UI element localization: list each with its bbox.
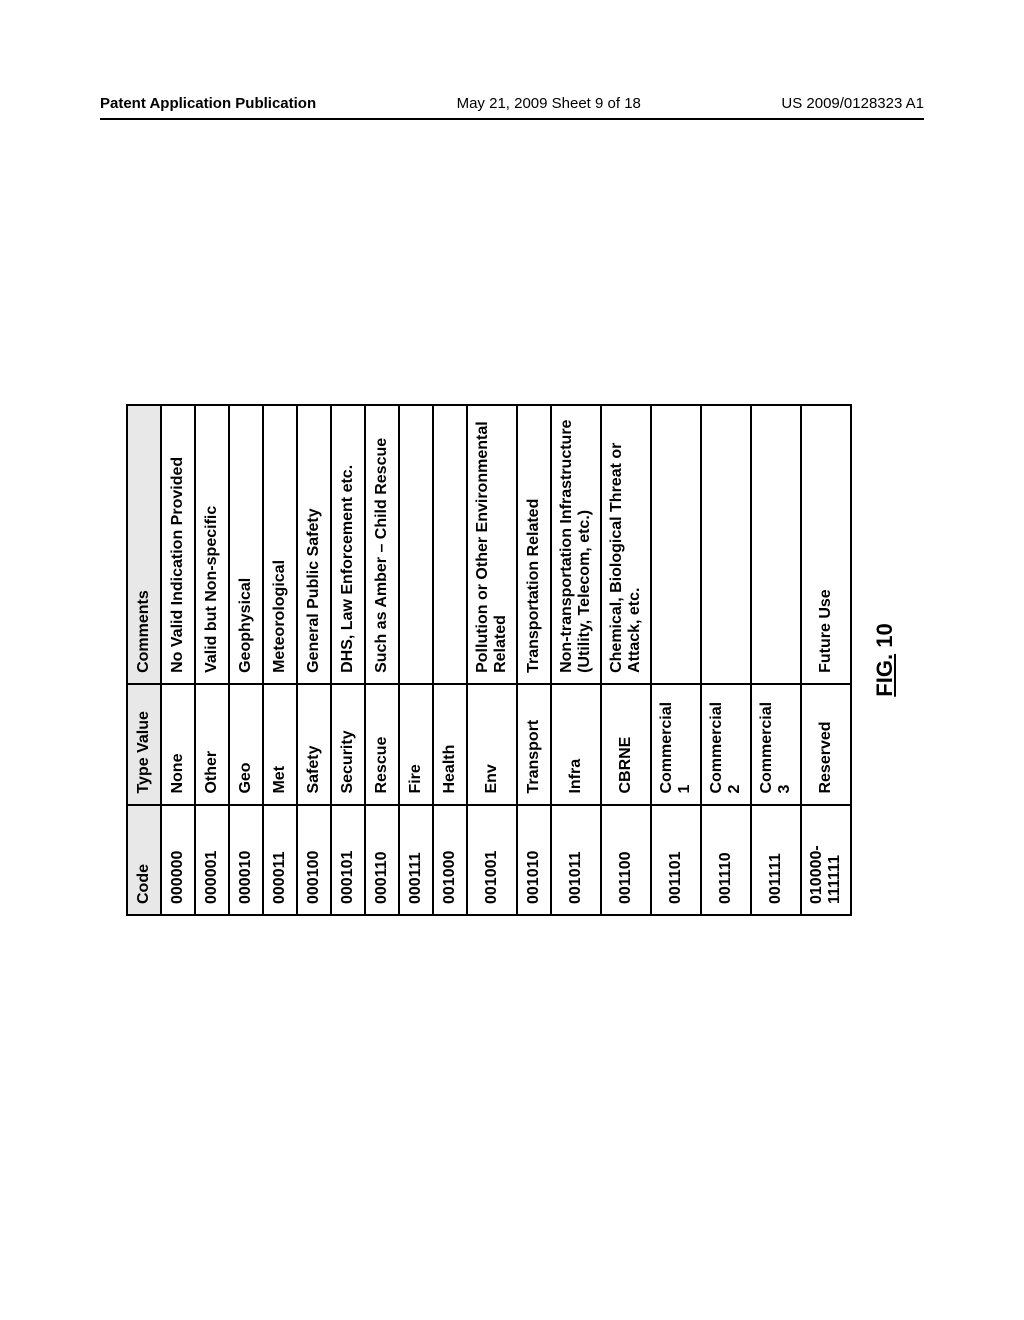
cell-comments: DHS, Law Enforcement etc.: [331, 405, 365, 684]
cell-comments: [399, 405, 433, 684]
cell-type: Infra: [551, 684, 601, 805]
cell-code: 010000-111111: [801, 805, 851, 915]
cell-type: Safety: [297, 684, 331, 805]
cell-type: CBRNE: [601, 684, 651, 805]
col-header-code: Code: [127, 805, 161, 915]
cell-type: None: [161, 684, 195, 805]
cell-code: 001010: [517, 805, 551, 915]
col-header-type: Type Value: [127, 684, 161, 805]
figure-area: Code Type Value Comments 000000NoneNo Va…: [126, 404, 898, 916]
cell-comments: Non-transportation Infrastructure (Utili…: [551, 405, 601, 684]
table-row: 001010TransportTransportation Related: [517, 405, 551, 915]
cell-comments: Valid but Non-specific: [195, 405, 229, 684]
table-row: 000001OtherValid but Non-specific: [195, 405, 229, 915]
cell-type: Commercial 3: [751, 684, 801, 805]
table-row: 001111Commercial 3: [751, 405, 801, 915]
cell-code: 001111: [751, 805, 801, 915]
cell-type: Other: [195, 684, 229, 805]
cell-comments: General Public Safety: [297, 405, 331, 684]
cell-type: Transport: [517, 684, 551, 805]
cell-type: Fire: [399, 684, 433, 805]
table-row: 000110RescueSuch as Amber – Child Rescue: [365, 405, 399, 915]
table-row: 001001EnvPollution or Other Environmenta…: [467, 405, 517, 915]
header-right: US 2009/0128323 A1: [781, 95, 924, 112]
cell-comments: Geophysical: [229, 405, 263, 684]
table-row: 001101Commercial 1: [651, 405, 701, 915]
table-row: 001110Commercial 2: [701, 405, 751, 915]
cell-type: Env: [467, 684, 517, 805]
table-header-row: Code Type Value Comments: [127, 405, 161, 915]
table-row: 010000-111111ReservedFuture Use: [801, 405, 851, 915]
cell-type: Commercial 2: [701, 684, 751, 805]
table-row: 000100SafetyGeneral Public Safety: [297, 405, 331, 915]
cell-code: 000111: [399, 805, 433, 915]
cell-type: Commercial 1: [651, 684, 701, 805]
cell-type: Security: [331, 684, 365, 805]
table-row: 001100CBRNEChemical, Biological Threat o…: [601, 405, 651, 915]
cell-code: 001011: [551, 805, 601, 915]
cell-code: 001001: [467, 805, 517, 915]
cell-comments: [433, 405, 467, 684]
figure-label-prefix: FIG.: [872, 654, 897, 697]
cell-comments: Such as Amber – Child Rescue: [365, 405, 399, 684]
header-left: Patent Application Publication: [100, 95, 316, 112]
cell-code: 001100: [601, 805, 651, 915]
table-row: 000011MetMeteorological: [263, 405, 297, 915]
cell-comments: Meteorological: [263, 405, 297, 684]
cell-type: Rescue: [365, 684, 399, 805]
cell-code: 000011: [263, 805, 297, 915]
cell-type: Reserved: [801, 684, 851, 805]
cell-comments: [651, 405, 701, 684]
table-body: 000000NoneNo Valid Indication Provided 0…: [161, 405, 851, 915]
cell-code: 000000: [161, 805, 195, 915]
cell-type: Met: [263, 684, 297, 805]
cell-type: Geo: [229, 684, 263, 805]
cell-comments: Future Use: [801, 405, 851, 684]
page-header: Patent Application Publication May 21, 2…: [0, 95, 1024, 118]
col-header-comments: Comments: [127, 405, 161, 684]
table-row: 000010GeoGeophysical: [229, 405, 263, 915]
figure-label-number: 10: [872, 623, 897, 647]
cell-code: 001110: [701, 805, 751, 915]
cell-code: 001101: [651, 805, 701, 915]
cell-comments: [701, 405, 751, 684]
cell-code: 000101: [331, 805, 365, 915]
cell-comments: Transportation Related: [517, 405, 551, 684]
figure-label: FIG. 10: [872, 404, 898, 916]
cell-code: 000010: [229, 805, 263, 915]
header-rule: [100, 118, 924, 120]
cell-code: 000100: [297, 805, 331, 915]
table-row: 001000Health: [433, 405, 467, 915]
cell-comments: No Valid Indication Provided: [161, 405, 195, 684]
cell-code: 001000: [433, 805, 467, 915]
cell-comments: Chemical, Biological Threat or Attack, e…: [601, 405, 651, 684]
table-row: 001011InfraNon-transportation Infrastruc…: [551, 405, 601, 915]
cell-code: 000001: [195, 805, 229, 915]
header-mid: May 21, 2009 Sheet 9 of 18: [457, 95, 641, 112]
cell-comments: [751, 405, 801, 684]
table-row: 000101SecurityDHS, Law Enforcement etc.: [331, 405, 365, 915]
cell-code: 000110: [365, 805, 399, 915]
cell-type: Health: [433, 684, 467, 805]
code-table: Code Type Value Comments 000000NoneNo Va…: [126, 404, 852, 916]
table-row: 000000NoneNo Valid Indication Provided: [161, 405, 195, 915]
cell-comments: Pollution or Other Environmental Related: [467, 405, 517, 684]
table-row: 000111Fire: [399, 405, 433, 915]
